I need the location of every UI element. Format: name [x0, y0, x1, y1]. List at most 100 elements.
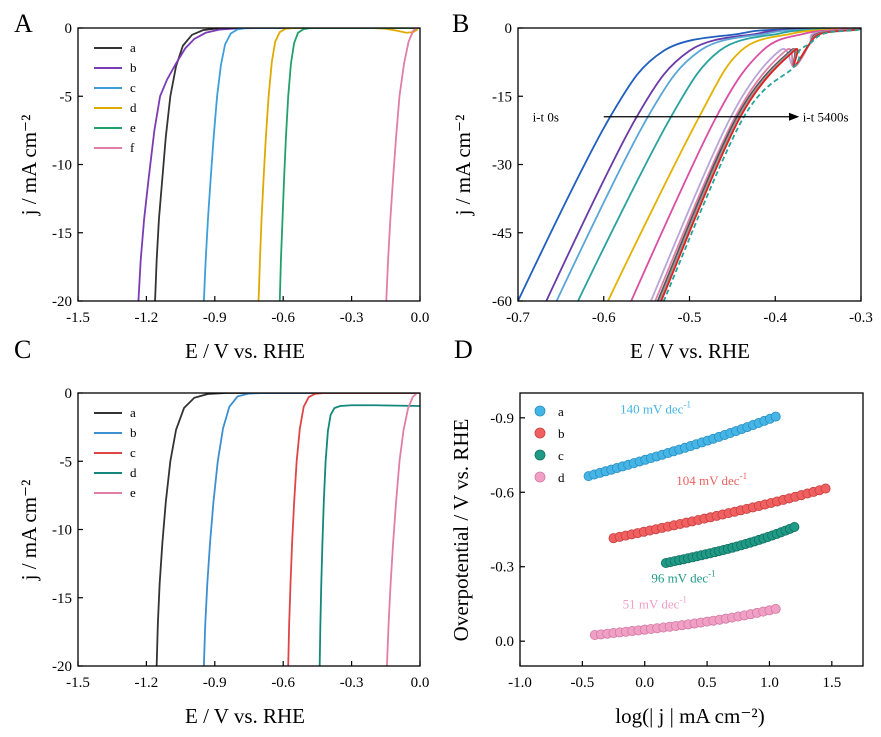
- legend-label: a: [130, 405, 136, 420]
- series-a: [583, 411, 781, 482]
- legend-label: a: [558, 404, 564, 419]
- y-tick-label: 0: [65, 21, 73, 37]
- legend-marker: [534, 449, 546, 461]
- curves: [155, 393, 420, 666]
- legend-marker: [534, 471, 546, 483]
- panel-d: 140 mV dec-1 a 104 mV dec-1 b 96 mV dec-1 c 51…: [449, 335, 864, 728]
- x-tick-label: -0.6: [271, 675, 295, 691]
- x-tick-label: -1.2: [135, 310, 159, 326]
- panel-b: -0.7 -0.6 -0.5 -0.4 -0.3 0 -15 -30 -45 -60 E / V v…: [451, 9, 873, 363]
- y-tick-label: -15: [492, 89, 512, 105]
- y-tick-label: -5: [60, 89, 73, 105]
- legend-label: f: [130, 140, 135, 155]
- series-line-b: [137, 28, 420, 301]
- curves: [518, 28, 861, 301]
- y-tick-label: 0: [65, 386, 73, 402]
- x-tick-label: -1.5: [66, 675, 90, 691]
- series-line-f: [385, 28, 419, 301]
- y-tick-label: -20: [52, 659, 72, 675]
- panel-letter: C: [14, 335, 31, 364]
- y-axis-label: Overpotential / V vs. RHE: [449, 419, 473, 642]
- x-tick-label: -0.9: [203, 675, 227, 691]
- series-line: [660, 28, 861, 301]
- slope-label-d: 51 mV dec-1: [623, 594, 687, 611]
- annotation-arrowhead: [788, 112, 800, 121]
- x-tick-label: 0.0: [411, 310, 430, 326]
- series-line-c: [202, 28, 420, 301]
- x-tick-label: 0.0: [635, 675, 654, 691]
- series-line: [654, 28, 861, 301]
- series-line-d: [257, 28, 420, 301]
- y-tick-label: -10: [52, 523, 72, 539]
- x-tick-label: -0.9: [203, 310, 227, 326]
- series-line-c: [287, 393, 420, 666]
- legend-label: c: [558, 448, 564, 463]
- legend-label: c: [130, 80, 136, 95]
- plot-frame: [517, 27, 862, 302]
- data-point: [770, 411, 781, 422]
- y-tick-label: 0.0: [495, 634, 514, 650]
- y-tick-label: -30: [492, 158, 512, 174]
- x-tick-label: -0.5: [570, 675, 594, 691]
- series-line: [658, 28, 861, 301]
- panel-a: -1.5 -1.2 -0.9 -0.6 -0.3 0.0 0 -5 -10 -15 -20 E / V…: [14, 9, 429, 363]
- annotation-left: i-t 0s: [533, 110, 559, 125]
- series-line-b: [202, 393, 420, 666]
- x-axis-label: E / V vs. RHE: [185, 704, 305, 728]
- x-tick-label: -1.2: [135, 675, 159, 691]
- x-tick-label: -0.3: [340, 675, 364, 691]
- legend-marker: [534, 427, 546, 439]
- legend-marker: [534, 405, 546, 417]
- y-tick-label: -15: [52, 591, 72, 607]
- panel-letter: A: [14, 9, 33, 38]
- series-line: [662, 28, 861, 301]
- x-tick-label: 1.0: [760, 675, 779, 691]
- data-point: [770, 603, 781, 614]
- y-axis-label: j / mA cm⁻²: [17, 480, 41, 582]
- curves: [137, 28, 420, 301]
- y-axis-label: j / mA cm⁻²: [451, 115, 475, 217]
- x-tick-label: -0.3: [340, 310, 364, 326]
- y-tick-label: -60: [492, 294, 512, 310]
- series-line: [649, 28, 861, 301]
- x-tick-label: 1.5: [822, 675, 841, 691]
- y-tick-label: -45: [492, 226, 512, 242]
- series-line-e: [278, 28, 420, 301]
- plot-frame: [519, 392, 864, 667]
- panel-c: -1.5 -1.2 -0.9 -0.6 -0.3 0.0 0 -5 -10 -15 -20 E / V…: [14, 335, 429, 728]
- legend-label: b: [130, 425, 137, 440]
- y-tick-label: -5: [60, 454, 73, 470]
- data-point: [820, 483, 831, 494]
- slope-label-b: 104 mV dec-1: [676, 471, 747, 488]
- y-tick-label: -0.6: [490, 485, 514, 501]
- x-tick-label: -0.5: [678, 310, 702, 326]
- x-axis-label: E / V vs. RHE: [630, 339, 750, 363]
- series-line-d: [318, 404, 420, 666]
- legend-label: b: [130, 60, 137, 75]
- panel-letter: D: [454, 335, 473, 364]
- legend-label: b: [558, 426, 565, 441]
- slope-label-c: 96 mV dec-1: [651, 569, 715, 586]
- legend-label: d: [130, 465, 137, 480]
- x-tick-label: 0.5: [698, 675, 717, 691]
- x-axis-label: E / V vs. RHE: [185, 339, 305, 363]
- series-c: [660, 522, 800, 569]
- x-tick-label: 0.0: [411, 675, 430, 691]
- series-line: [518, 28, 861, 301]
- y-tick-label: -20: [52, 294, 72, 310]
- series-line-a: [155, 393, 420, 666]
- y-tick-label: 0: [505, 21, 513, 37]
- x-tick-label: -1.5: [66, 310, 90, 326]
- slope-label-a: 140 mV dec-1: [620, 399, 691, 416]
- x-tick-label: -0.3: [849, 310, 873, 326]
- x-tick-label: -0.4: [763, 310, 787, 326]
- series-line-a: [154, 28, 420, 301]
- series-d: [589, 603, 781, 640]
- y-tick-label: -15: [52, 226, 72, 242]
- legend-label: e: [130, 120, 136, 135]
- y-tick-label: -0.9: [490, 411, 514, 427]
- series-line-e: [386, 393, 420, 666]
- legend-label: d: [558, 470, 565, 485]
- x-axis-label: log(| j | mA cm⁻²): [615, 704, 764, 728]
